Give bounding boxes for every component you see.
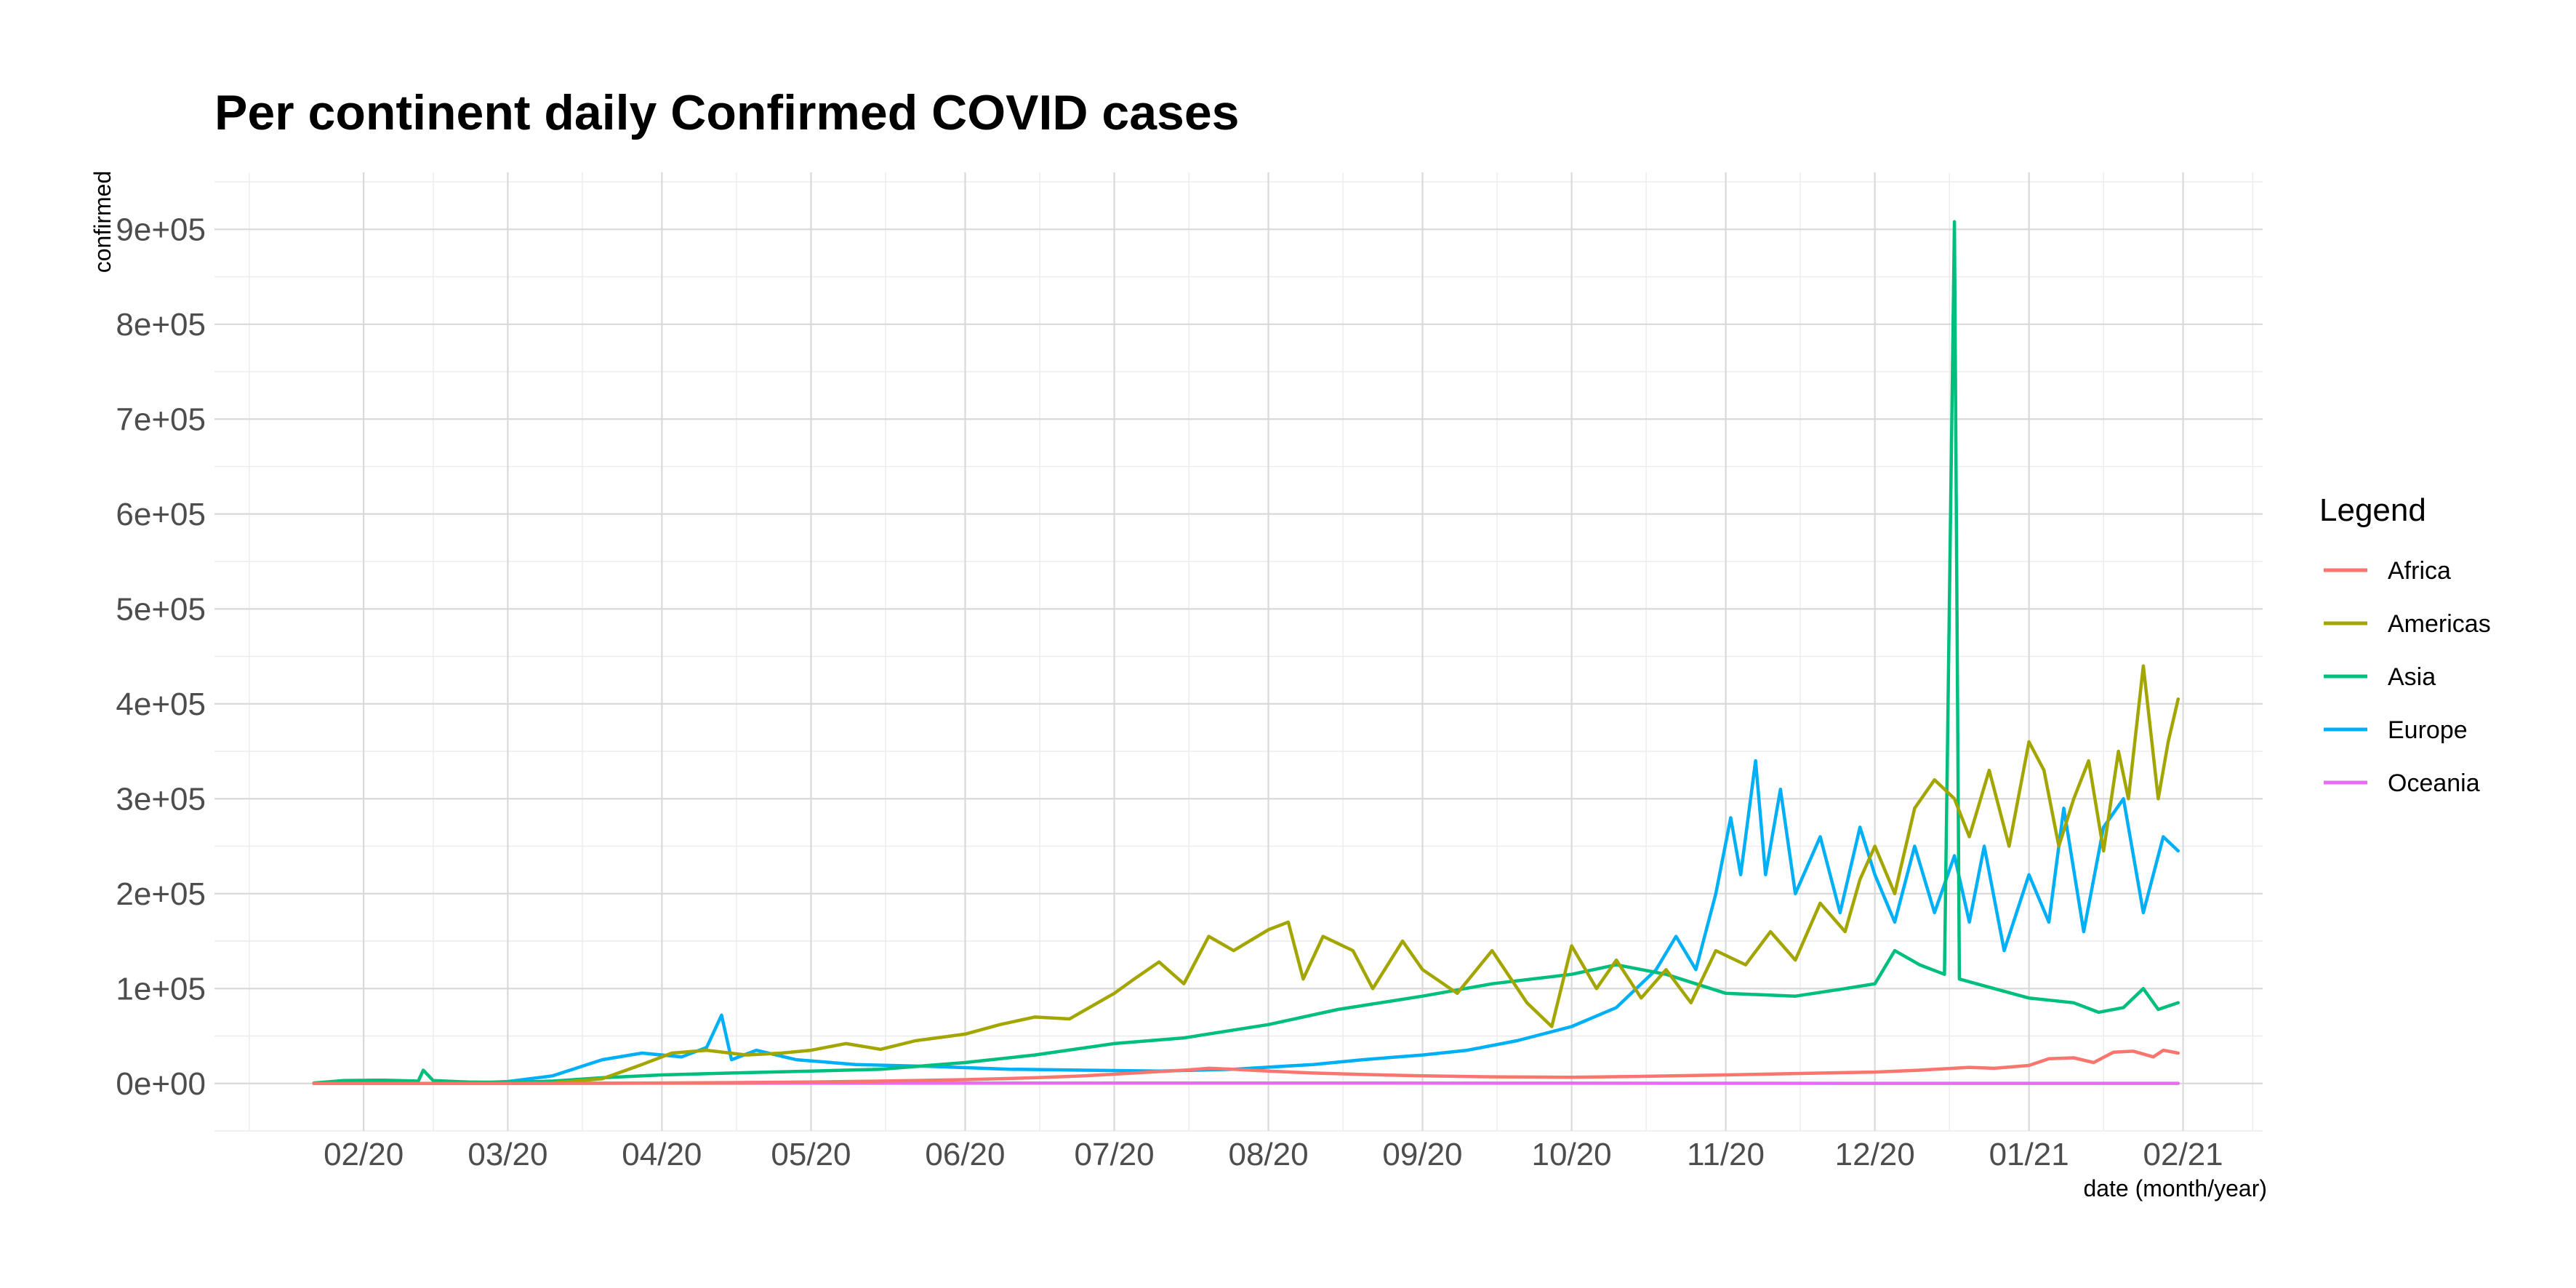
y-tick-label: 1e+05 bbox=[116, 971, 206, 1007]
x-axis-tick-labels: 02/20 03/20 04/20 05/20 06/20 07/20 08/20 09/20… bbox=[324, 1137, 2223, 1172]
x-tick-label: 06/20 bbox=[925, 1137, 1005, 1172]
y-tick-label: 3e+05 bbox=[116, 781, 206, 817]
chart-title: Per continent daily Confirmed COVID case… bbox=[214, 85, 1239, 140]
x-tick-label: 12/20 bbox=[1835, 1137, 1915, 1172]
y-tick-label: 0e+00 bbox=[116, 1066, 206, 1102]
legend-label-asia: Asia bbox=[2388, 663, 2436, 691]
series-lines bbox=[312, 220, 2180, 1086]
x-tick-label: 05/20 bbox=[771, 1137, 851, 1172]
legend-label-europe: Europe bbox=[2388, 716, 2468, 744]
y-tick-label: 8e+05 bbox=[116, 307, 206, 343]
y-tick-label: 6e+05 bbox=[116, 497, 206, 532]
series-line-americas bbox=[312, 664, 2180, 1086]
legend-title: Legend bbox=[2319, 492, 2426, 528]
x-tick-label: 09/20 bbox=[1382, 1137, 1462, 1172]
legend-label-africa: Africa bbox=[2388, 557, 2451, 585]
x-tick-label: 02/20 bbox=[324, 1137, 404, 1172]
x-tick-label: 02/21 bbox=[2143, 1137, 2223, 1172]
y-tick-label: 9e+05 bbox=[116, 212, 206, 247]
y-tick-label: 5e+05 bbox=[116, 591, 206, 627]
legend: Legend Africa Americas Asia Europe Oceania bbox=[2319, 492, 2491, 797]
legend-label-americas: Americas bbox=[2388, 610, 2491, 638]
series-line-africa bbox=[312, 1048, 2180, 1086]
x-tick-label: 07/20 bbox=[1075, 1137, 1155, 1172]
y-axis-tick-labels: 0e+00 1e+05 2e+05 3e+05 4e+05 5e+05 6e+05 7e+05… bbox=[116, 212, 206, 1101]
y-tick-label: 7e+05 bbox=[116, 401, 206, 437]
x-tick-label: 04/20 bbox=[622, 1137, 702, 1172]
y-axis-title: confirmed bbox=[89, 171, 116, 273]
legend-label-oceania: Oceania bbox=[2388, 769, 2480, 797]
x-tick-label: 11/20 bbox=[1687, 1137, 1765, 1172]
x-tick-label: 08/20 bbox=[1228, 1137, 1308, 1172]
x-tick-label: 01/21 bbox=[1989, 1137, 2069, 1172]
x-axis-title: date (month/year) bbox=[2083, 1175, 2267, 1201]
x-tick-label: 03/20 bbox=[468, 1137, 547, 1172]
x-tick-label: 10/20 bbox=[1532, 1137, 1612, 1172]
y-tick-label: 4e+05 bbox=[116, 687, 206, 722]
y-tick-label: 2e+05 bbox=[116, 876, 206, 912]
series-line-asia bbox=[312, 220, 2180, 1085]
series-line-europe bbox=[312, 759, 2180, 1086]
